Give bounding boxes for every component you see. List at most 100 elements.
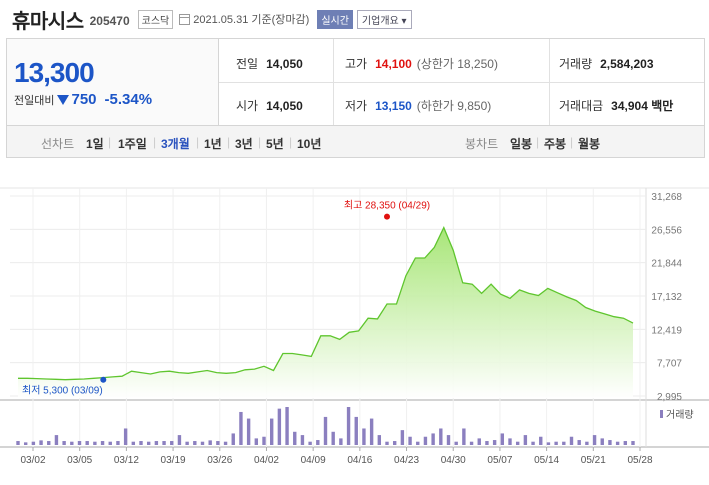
volume-bar xyxy=(554,441,558,445)
volume-bar xyxy=(331,431,335,445)
x-tick-label: 05/07 xyxy=(487,455,512,466)
volume-bar xyxy=(469,441,474,445)
volume-bar xyxy=(47,441,51,445)
volume-bar xyxy=(216,441,220,445)
volume-bar xyxy=(293,431,297,445)
x-tick-label: 03/12 xyxy=(114,455,139,466)
open-cell: 시가 14,050 xyxy=(236,97,303,114)
volume-bar xyxy=(262,436,266,445)
realtime-button[interactable]: 실시간 xyxy=(317,9,353,29)
volume-bar xyxy=(300,435,305,445)
volume-bar xyxy=(162,441,166,445)
high-annotation: 최고 28,350 (04/29) xyxy=(344,200,430,212)
volume-bar xyxy=(208,440,212,445)
volume-bar xyxy=(23,442,28,445)
x-tick-label: 04/23 xyxy=(394,455,419,466)
company-overview-dropdown[interactable]: 기업개요 ▾ xyxy=(356,9,412,29)
volume-bar xyxy=(70,441,74,445)
volume-bar xyxy=(546,442,551,445)
y-tick-label: 12,419 xyxy=(651,325,682,336)
volume-bar xyxy=(515,441,520,445)
low-point-marker xyxy=(100,376,107,383)
period-1y[interactable]: 1년 xyxy=(204,137,222,151)
change-percent: -5.34% xyxy=(104,91,153,108)
volume-bar xyxy=(354,416,358,445)
volume-bar xyxy=(93,441,97,445)
volume-bar xyxy=(585,441,589,445)
prev-close-label: 전일 xyxy=(236,57,259,71)
volume-bar xyxy=(239,411,243,445)
volume-bar xyxy=(131,441,136,445)
volume-bar xyxy=(446,435,451,445)
volume-bar xyxy=(362,428,366,445)
volume-bar xyxy=(77,441,82,445)
period-1d[interactable]: 1일 xyxy=(86,137,104,151)
prev-close-cell: 전일 14,050 xyxy=(236,55,303,72)
period-10y[interactable]: 10년 xyxy=(297,137,322,151)
low-label: 저가 xyxy=(345,99,368,113)
volume-bar xyxy=(631,441,635,445)
volume-bar xyxy=(177,435,182,445)
volume-bar xyxy=(193,441,197,445)
volume-bar xyxy=(623,441,628,445)
period-3m[interactable]: 3개월 xyxy=(161,137,190,151)
market-badge: 코스닥 xyxy=(137,9,174,29)
open-value: 14,050 xyxy=(266,99,303,113)
overview-label: 기업개요 xyxy=(361,15,399,27)
period-5y[interactable]: 5년 xyxy=(266,137,284,151)
volume-bar xyxy=(316,440,320,445)
volume-value: 2,584,203 xyxy=(600,57,654,71)
y-tick-label: 17,132 xyxy=(651,292,682,303)
volume-cell: 거래량 2,584,203 xyxy=(559,55,654,72)
volume-legend-swatch xyxy=(660,410,663,418)
open-label: 시가 xyxy=(236,99,259,113)
period-1w[interactable]: 1주일 xyxy=(118,137,147,151)
volume-bar xyxy=(577,440,581,445)
price-chart[interactable]: 31,268 26,556 21,844 17,132 12,419 7,707 2,995… xyxy=(0,158,709,485)
amount-label: 거래대금 xyxy=(559,99,604,113)
stock-code: 205470 xyxy=(89,14,130,28)
volume-bar xyxy=(185,441,189,445)
separator: | xyxy=(289,135,293,149)
volume-bar xyxy=(377,435,382,445)
volume-bar xyxy=(146,441,151,445)
change-label: 전일대비 xyxy=(14,94,55,107)
low-cell: 저가 13,150 (하한가 9,850) xyxy=(345,97,491,114)
volume-bar xyxy=(39,440,43,445)
volume-bar xyxy=(369,418,374,445)
x-tick-label: 03/05 xyxy=(67,455,92,466)
volume-bar xyxy=(600,438,604,445)
separator: | xyxy=(108,135,112,149)
volume-bar xyxy=(31,441,36,445)
candle-monthly[interactable]: 월봉 xyxy=(578,137,601,151)
stock-name[interactable]: 휴마시스 xyxy=(12,10,84,33)
y-tick-label: 21,844 xyxy=(651,259,682,270)
lower-limit: (하한가 9,850) xyxy=(416,99,492,113)
volume-bar xyxy=(500,433,505,445)
separator: | xyxy=(153,135,157,149)
amount-cell: 거래대금 34,904 백만 xyxy=(559,97,673,114)
volume-legend-label: 거래량 xyxy=(666,409,694,421)
price-line xyxy=(18,226,634,381)
high-cell: 고가 14,100 (상한가 18,250) xyxy=(345,55,498,72)
volume-bar xyxy=(462,428,466,445)
price-detail-grid: 전일 14,050 고가 14,100 (상한가 18,250) 거래량 2,5… xyxy=(219,39,704,125)
volume-bar xyxy=(285,407,289,445)
period-3y[interactable]: 3년 xyxy=(235,137,253,151)
x-tick-label: 03/26 xyxy=(207,455,232,466)
prev-close-value: 14,050 xyxy=(266,57,303,71)
candle-weekly[interactable]: 주봉 xyxy=(544,137,567,151)
low-value: 13,150 xyxy=(375,99,412,113)
volume-bar xyxy=(54,435,59,445)
volume-bar xyxy=(539,436,543,445)
candle-daily[interactable]: 일봉 xyxy=(510,137,533,151)
volume-bar xyxy=(170,441,174,445)
volume-bar xyxy=(423,436,428,445)
x-tick-label: 04/09 xyxy=(301,455,326,466)
volume-bar xyxy=(562,441,566,445)
x-tick-label: 03/19 xyxy=(161,455,186,466)
volume-bar xyxy=(62,441,66,445)
volume-bar xyxy=(400,430,405,445)
separator: | xyxy=(258,135,262,149)
volume-bar xyxy=(100,441,105,445)
